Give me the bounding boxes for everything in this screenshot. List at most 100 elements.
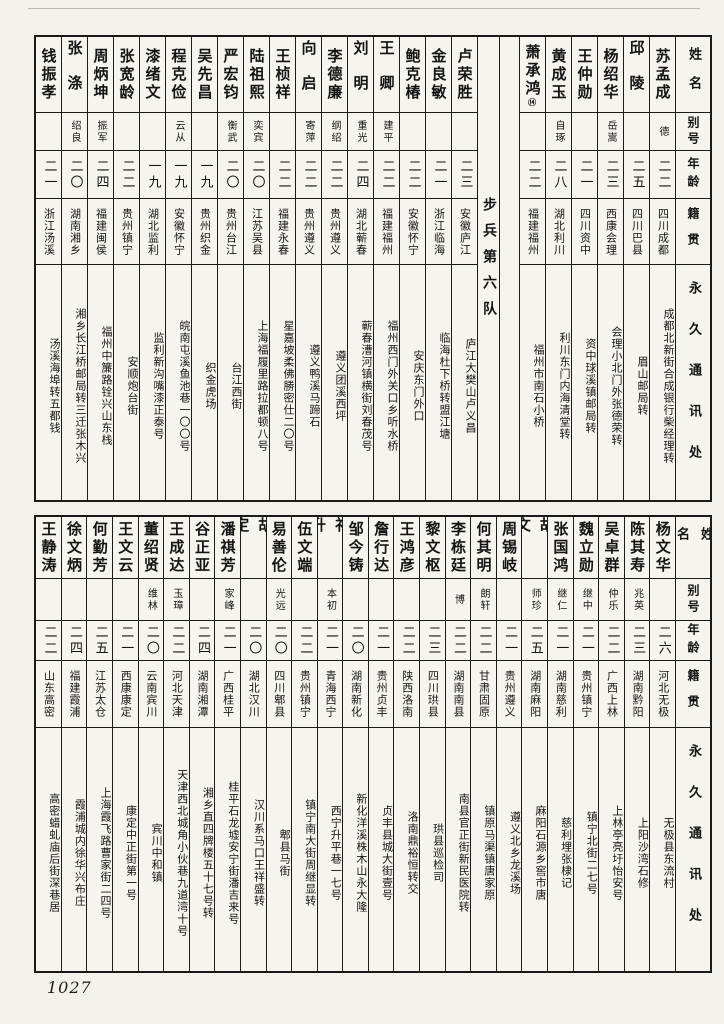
entry-address: 新化洋溪株木山永大隆 xyxy=(354,793,368,913)
entry-age: 二二 xyxy=(296,151,321,199)
entry-origin: 安徽怀宁 xyxy=(400,199,425,265)
directory-table-bottom: 姓名 别号 年龄 籍贯 永久通讯处 杨文华 二六 河北无极 无极县东流村 陈其寿 兆英 二三 湖南黔阳上… xyxy=(34,515,712,973)
entry-origin: 四川郫县 xyxy=(266,661,292,728)
entry-origin: 湖南慈利 xyxy=(548,661,573,728)
entry-name: 吴先昌 xyxy=(192,37,217,113)
entry-alias xyxy=(572,113,597,151)
entry-age: 二四 xyxy=(61,621,87,661)
entry-age: 二二 xyxy=(599,621,624,661)
entry-origin: 浙江临海 xyxy=(426,199,451,265)
entry-alias: 兆英 xyxy=(624,579,650,621)
entry-name: 王成达 xyxy=(164,517,189,579)
entry-address: 庐江大樊山卢义昌 xyxy=(464,338,477,434)
entry-name: 张涤 xyxy=(62,37,87,113)
entry-column: 苏孟成德二二 四川成都 成都北新街合成银行柴经理转 xyxy=(649,37,675,500)
entry-age: 二二 xyxy=(292,621,317,661)
entry-alias: 继中 xyxy=(573,579,599,621)
entry-alias xyxy=(452,113,477,151)
entry-address: 镇原马渠镇唐家原 xyxy=(482,805,496,901)
entry-address: 上林亭亮圩怡安号 xyxy=(610,805,624,901)
entry-address: 遵义北乡龙溪场 xyxy=(508,811,522,895)
entry-name: 祁升 xyxy=(317,517,343,579)
entry-address: 高密蜡虬庙后街深巷居 xyxy=(47,793,61,913)
entry-name: 王卿 xyxy=(374,37,399,113)
row-header-origin: 籍贯 xyxy=(676,661,710,728)
entry-address: 湘乡直四牌楼五十七号转 xyxy=(201,787,215,919)
entry-age: 二三 xyxy=(624,621,650,661)
entry-origin: 四川巴县 xyxy=(624,199,649,265)
entry-alias xyxy=(36,113,61,151)
entry-column: 鲍克椿 二二 安徽怀宁 安庆东门外口 xyxy=(399,37,425,500)
entry-age: 二八 xyxy=(546,151,571,199)
entry-origin: 陕西洛南 xyxy=(394,661,420,728)
entry-origin: 青海西宁 xyxy=(317,661,343,728)
entry-name: 王仲勋 xyxy=(572,37,597,113)
entry-name: 胡文 xyxy=(522,517,548,579)
entry-name: 何勤芳 xyxy=(87,517,112,579)
entry-age: 二〇 xyxy=(343,621,368,661)
entry-origin: 河北天津 xyxy=(164,661,189,728)
entry-origin: 湖南黔阳 xyxy=(624,661,650,728)
entry-age: 二二 xyxy=(374,151,399,199)
entry-column: 谷正亚 二四 湖南湘潭 湘乡直四牌楼五十七号转 xyxy=(188,517,215,971)
entry-name: 陈其寿 xyxy=(624,517,650,579)
entry-address: 宾川中和镇 xyxy=(150,823,164,883)
entry-alias xyxy=(343,579,368,621)
entry-age: 二二 xyxy=(520,151,545,199)
entry-name: 刘明 xyxy=(348,37,373,113)
entry-origin: 贵州贞丰 xyxy=(368,661,394,728)
entry-origin: 湖南南县 xyxy=(445,661,471,728)
row-header-address: 永久通讯处 xyxy=(686,744,701,949)
entry-column: 刘明 重光 二四 湖北蕲春 蕲春漕河镇横街刘春茂号 xyxy=(347,37,373,500)
entry-alias: 朗轩 xyxy=(471,579,496,621)
entry-age: 二六 xyxy=(650,621,675,661)
entry-origin: 贵州遵义 xyxy=(322,199,347,265)
entry-name: 何其明 xyxy=(471,517,496,579)
entry-name: 周炳坤 xyxy=(88,37,113,113)
entry-column: 黄成玉 自琢 二八 湖北利川 利川东门内海清堂转 xyxy=(545,37,571,500)
entry-column: 王桢祥 二二 福建永春 星嘉坡柔佛勝密仕二〇号 xyxy=(269,37,295,500)
entry-column: 王文云 二一 西康康定 康定中正街第一号 xyxy=(111,517,138,971)
entry-alias xyxy=(394,579,420,621)
entry-alias: 维林 xyxy=(138,579,164,621)
entry-origin: 湖北利川 xyxy=(546,199,571,265)
row-header-address: 永久通讯处 xyxy=(686,281,701,486)
entry-age: 一九 xyxy=(192,151,217,199)
entry-alias xyxy=(368,579,394,621)
entry-alias: 自琢 xyxy=(546,113,571,151)
entry-address: 汉川系马口王祥盛转 xyxy=(252,799,266,907)
entry-origin: 云南宾川 xyxy=(138,661,164,728)
entry-origin: 西康会理 xyxy=(598,199,623,265)
entry-alias: 本初 xyxy=(317,579,343,621)
entry-column: 邹今铸 二〇 湖南新化 新化洋溪株木山永大隆 xyxy=(342,517,368,971)
entry-origin: 江苏太仓 xyxy=(87,661,112,728)
entry-address: 福州市南石小桥 xyxy=(532,344,545,428)
entry-alias: 光远 xyxy=(266,579,292,621)
row-header-origin: 籍贯 xyxy=(676,199,710,265)
entry-age: 二二 xyxy=(36,621,61,661)
entry-address: 蕲春漕河镇横街刘春茂号 xyxy=(360,320,373,452)
entry-alias xyxy=(292,579,317,621)
entry-origin: 安徽怀宁 xyxy=(166,199,191,265)
entry-alias xyxy=(400,113,425,151)
entry-address: 遵义鸭溪马蹄石 xyxy=(308,344,321,428)
entry-origin: 广西桂平 xyxy=(215,661,240,728)
entry-name: 杨文华 xyxy=(650,517,675,579)
entry-age: 二一 xyxy=(368,621,394,661)
entry-age: 二一 xyxy=(548,621,573,661)
entry-alias: 重光 xyxy=(348,113,373,151)
entry-alias xyxy=(240,579,266,621)
row-header-age: 年龄 xyxy=(676,621,710,661)
entry-address: 贞丰县城大街壹号 xyxy=(380,805,394,901)
entry-column: 杨文华 二六 河北无极 无极县东流村 xyxy=(649,517,675,971)
entry-column: 卢荣胜 二三 安徽庐江 庐江大樊山卢义昌 xyxy=(451,37,477,500)
entry-alias: 岳嵩 xyxy=(598,113,623,151)
entry-alias xyxy=(270,113,295,151)
entry-address: 织金虎场 xyxy=(204,362,217,410)
entry-origin: 四川成都 xyxy=(650,199,675,265)
entry-origin: 广西上林 xyxy=(599,661,624,728)
entry-age: 二二 xyxy=(400,151,425,199)
entry-column: 李栋廷博二二 湖南南县 南县官正街新民医院转 xyxy=(444,517,471,971)
row-header-alias: 别号 xyxy=(676,113,710,151)
entry-address: 上阳沙湾石修 xyxy=(636,817,650,889)
